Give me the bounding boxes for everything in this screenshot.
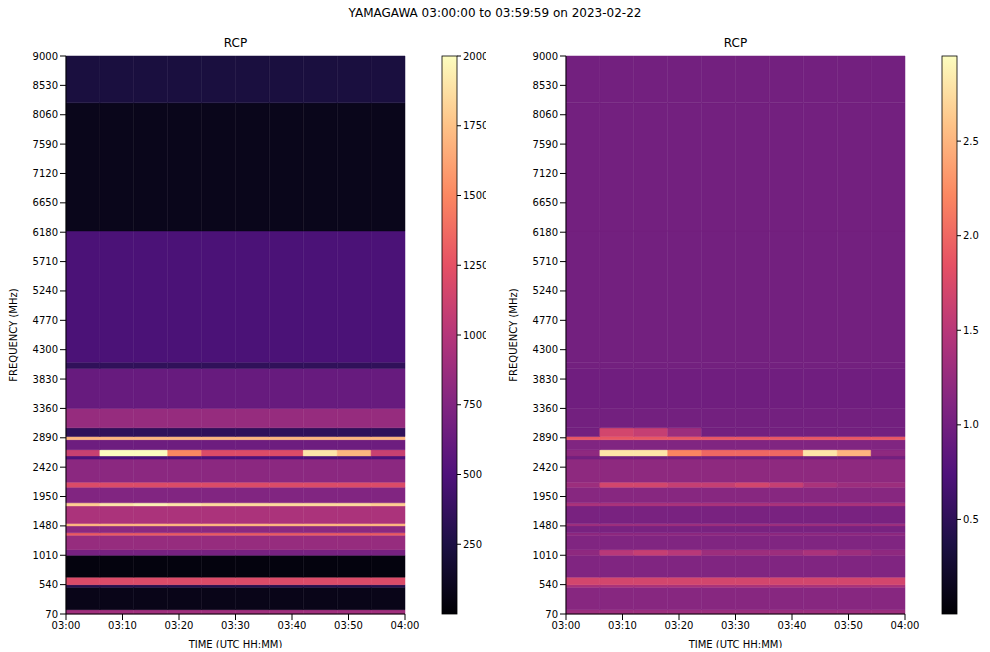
svg-text:6650: 6650	[533, 197, 558, 208]
svg-text:9000: 9000	[33, 51, 58, 62]
svg-text:03:40: 03:40	[778, 620, 807, 631]
svg-text:2000: 2000	[463, 51, 486, 62]
html-text:RCP: RCP	[723, 36, 748, 50]
svg-text:5710: 5710	[533, 256, 558, 267]
svg-text:2.5: 2.5	[963, 136, 979, 147]
svg-text:03:10: 03:10	[108, 620, 137, 631]
svg-text:1.5: 1.5	[963, 325, 979, 336]
svg-text:03:00: 03:00	[52, 620, 81, 631]
svg-text:5240: 5240	[33, 285, 58, 296]
svg-text:4770: 4770	[533, 315, 558, 326]
svg-text:2420: 2420	[33, 462, 58, 473]
html-text:RCP: RCP	[223, 36, 248, 50]
svg-text:7120: 7120	[533, 168, 558, 179]
svg-text:540: 540	[39, 579, 58, 590]
svg-text:250: 250	[463, 539, 482, 550]
svg-text:03:50: 03:50	[334, 620, 363, 631]
svg-text:7120: 7120	[33, 168, 58, 179]
svg-text:1500: 1500	[463, 190, 486, 201]
html-text:YAMAGAWA 03:00:00 to 03:59:59: YAMAGAWA 03:00:00 to 03:59:59 on 2023-02…	[348, 6, 642, 20]
svg-text:03:30: 03:30	[221, 620, 250, 631]
svg-text:8060: 8060	[533, 109, 558, 120]
svg-text:6650: 6650	[33, 197, 58, 208]
svg-text:3830: 3830	[33, 374, 58, 385]
svg-text:1000: 1000	[463, 330, 486, 341]
svg-text:6180: 6180	[533, 227, 558, 238]
svg-text:1010: 1010	[533, 550, 558, 561]
svg-text:8530: 8530	[533, 80, 558, 91]
svg-text:03:10: 03:10	[608, 620, 637, 631]
svg-text:750: 750	[463, 399, 482, 410]
svg-text:70: 70	[45, 609, 58, 620]
svg-text:5240: 5240	[533, 285, 558, 296]
svg-text:TIME (UTC HH:MM): TIME (UTC HH:MM)	[188, 639, 283, 648]
svg-text:FREQUENCY (MHz): FREQUENCY (MHz)	[8, 288, 19, 381]
svg-text:03:00: 03:00	[552, 620, 581, 631]
svg-text:0.5: 0.5	[963, 514, 979, 525]
svg-text:7590: 7590	[533, 139, 558, 150]
svg-text:500: 500	[463, 469, 482, 480]
svg-text:03:50: 03:50	[834, 620, 863, 631]
svg-text:540: 540	[539, 579, 558, 590]
svg-text:8530: 8530	[33, 80, 58, 91]
svg-text:3830: 3830	[533, 374, 558, 385]
svg-text:1010: 1010	[33, 550, 58, 561]
svg-text:5710: 5710	[33, 256, 58, 267]
svg-text:2890: 2890	[33, 432, 58, 443]
svg-text:6180: 6180	[33, 227, 58, 238]
svg-text:4300: 4300	[533, 344, 558, 355]
svg-text:3360: 3360	[533, 403, 558, 414]
svg-text:1.0: 1.0	[963, 419, 979, 430]
svg-text:1950: 1950	[33, 491, 58, 502]
svg-text:04:00: 04:00	[891, 620, 920, 631]
svg-text:03:40: 03:40	[278, 620, 307, 631]
svg-text:03:20: 03:20	[665, 620, 694, 631]
svg-text:FREQUENCY (MHz): FREQUENCY (MHz)	[508, 288, 519, 381]
svg-text:70: 70	[545, 609, 558, 620]
svg-text:TIME (UTC HH:MM): TIME (UTC HH:MM)	[688, 639, 783, 648]
svg-text:2890: 2890	[533, 432, 558, 443]
svg-text:2.0: 2.0	[963, 230, 979, 241]
svg-text:1750: 1750	[463, 120, 486, 131]
svg-text:4300: 4300	[33, 344, 58, 355]
svg-text:1480: 1480	[33, 520, 58, 531]
svg-text:03:20: 03:20	[165, 620, 194, 631]
svg-text:7590: 7590	[33, 139, 58, 150]
svg-text:3360: 3360	[33, 403, 58, 414]
svg-text:2420: 2420	[533, 462, 558, 473]
svg-text:8060: 8060	[33, 109, 58, 120]
svg-text:4770: 4770	[33, 315, 58, 326]
svg-text:9000: 9000	[533, 51, 558, 62]
svg-text:03:30: 03:30	[721, 620, 750, 631]
svg-text:1250: 1250	[463, 260, 486, 271]
svg-text:1480: 1480	[533, 520, 558, 531]
svg-text:04:00: 04:00	[391, 620, 420, 631]
svg-text:1950: 1950	[533, 491, 558, 502]
